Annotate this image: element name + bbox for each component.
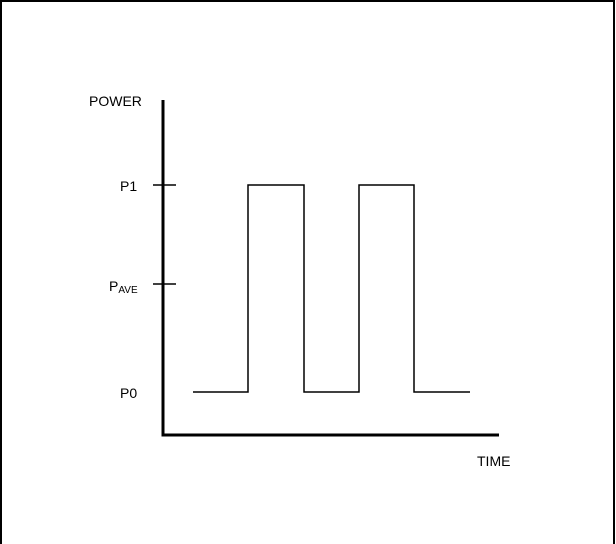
power-pulse-waveform [193,184,470,393]
pave-label: PAVE [109,278,138,296]
p1-label: P1 [120,178,137,194]
p0-label: P0 [120,385,137,401]
x-axis-label: TIME [477,453,510,469]
pave-label-subscript: AVE [118,285,138,296]
pave-label-base: P [109,278,118,294]
y-axis-label: POWER [89,93,142,109]
